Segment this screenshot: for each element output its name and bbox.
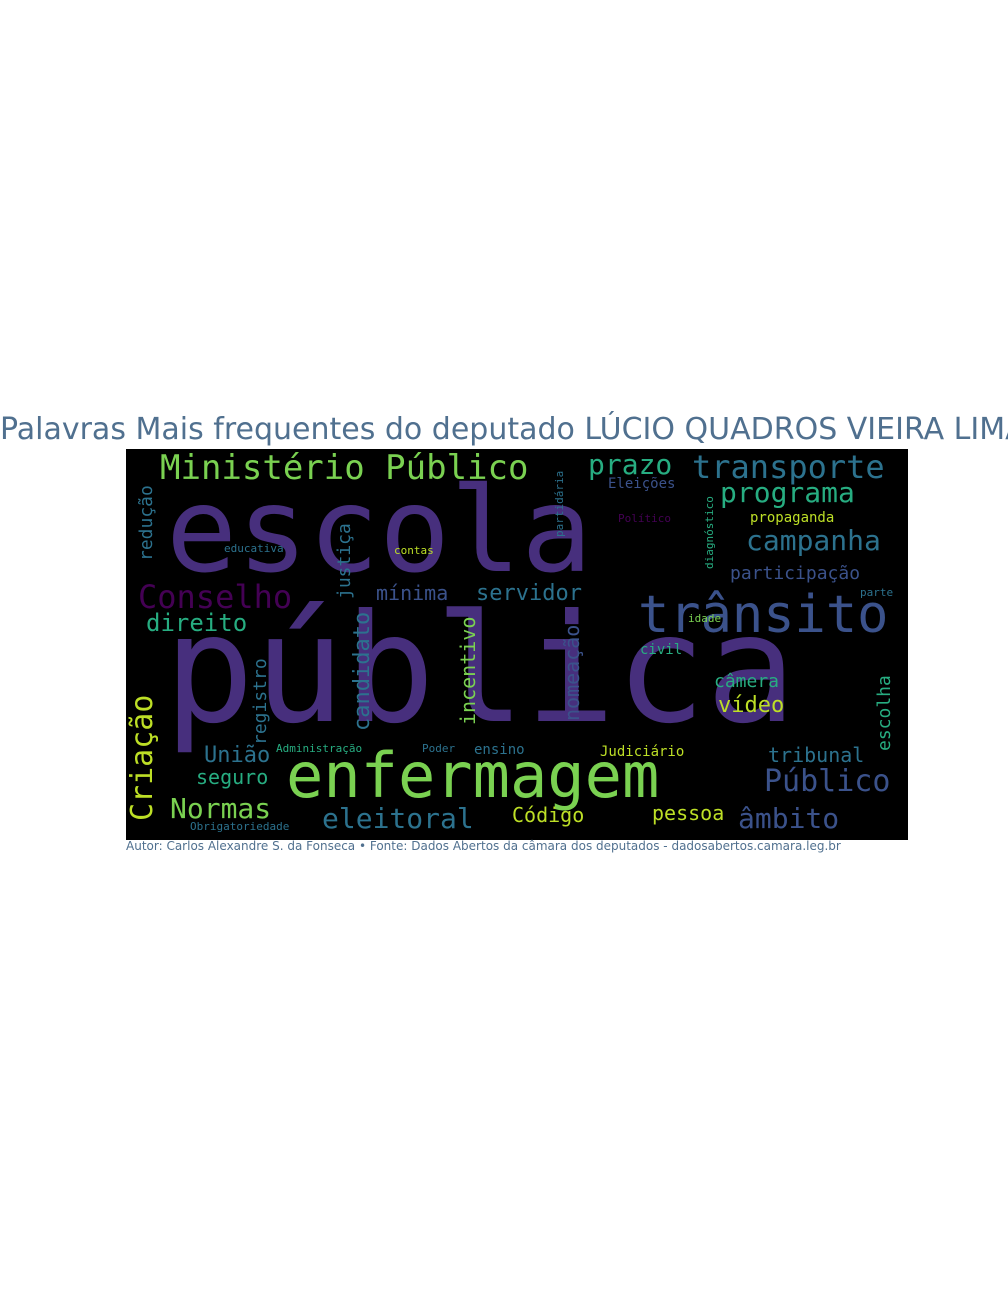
word-video: vídeo — [718, 693, 785, 718]
word-contas: contas — [394, 544, 434, 557]
word-criacao: Criação — [126, 694, 160, 821]
word-cloud: escola pública enfermagem trânsito Minis… — [126, 449, 908, 840]
chart-title: Palavras Mais frequentes do deputado LÚC… — [0, 412, 1008, 447]
word-partidaria: partidária — [553, 470, 566, 537]
word-idade: idade — [688, 612, 722, 625]
word-conselho: Conselho — [138, 578, 293, 616]
word-judiciario: Judiciário — [600, 744, 685, 760]
word-propaganda: propaganda — [750, 510, 835, 526]
word-eleicoes: Eleições — [608, 476, 676, 492]
word-transporte: transporte — [692, 449, 885, 486]
word-minima: mínima — [376, 581, 449, 605]
word-codigo: Código — [512, 803, 585, 827]
word-publica: pública — [164, 583, 797, 757]
word-enfermagem: enfermagem — [286, 739, 660, 812]
word-tribunal: tribunal — [768, 743, 865, 767]
word-candidato: candidato — [350, 611, 375, 731]
word-programa: programa — [720, 476, 855, 509]
word-normas: Normas — [170, 792, 272, 825]
word-escola: escola — [166, 461, 593, 599]
word-camera: câmera — [714, 671, 780, 692]
word-justica: justiça — [334, 523, 355, 599]
word-politico: Político — [618, 512, 671, 525]
word-transito: trânsito — [638, 585, 889, 645]
word-poder: Poder — [422, 742, 456, 755]
word-escolha: escolha — [874, 675, 895, 751]
word-nomeacao: nomeação — [560, 624, 584, 721]
word-diagnostico: diagnóstico — [703, 496, 716, 569]
word-participacao: participação — [730, 563, 861, 584]
word-reducao: redução — [136, 485, 157, 561]
word-obrigatoriedade: Obrigatoriedade — [190, 820, 290, 833]
word-ministerio-publico: Ministério Público — [160, 449, 529, 488]
word-direito: direito — [146, 609, 248, 637]
word-incentivo: incentivo — [456, 616, 480, 725]
word-seguro: seguro — [196, 765, 269, 789]
word-ensino: ensino — [474, 742, 525, 758]
word-campanha: campanha — [746, 524, 881, 557]
word-ambito: âmbito — [738, 802, 840, 835]
word-educativa: educativa — [224, 542, 284, 555]
word-publico-2: Público — [764, 764, 891, 799]
word-eleitoral: eleitoral — [322, 802, 474, 835]
word-administracao: Administração — [276, 742, 363, 755]
word-prazo: prazo — [588, 449, 673, 481]
word-uniao: União — [204, 743, 271, 768]
source-caption: Autor: Carlos Alexandre S. da Fonseca • … — [126, 839, 841, 853]
word-parte: parte — [860, 586, 894, 599]
word-registro: registro — [250, 658, 271, 745]
word-pessoa: pessoa — [652, 801, 725, 825]
word-servidor: servidor — [476, 581, 582, 606]
word-civil: civil — [640, 642, 683, 658]
